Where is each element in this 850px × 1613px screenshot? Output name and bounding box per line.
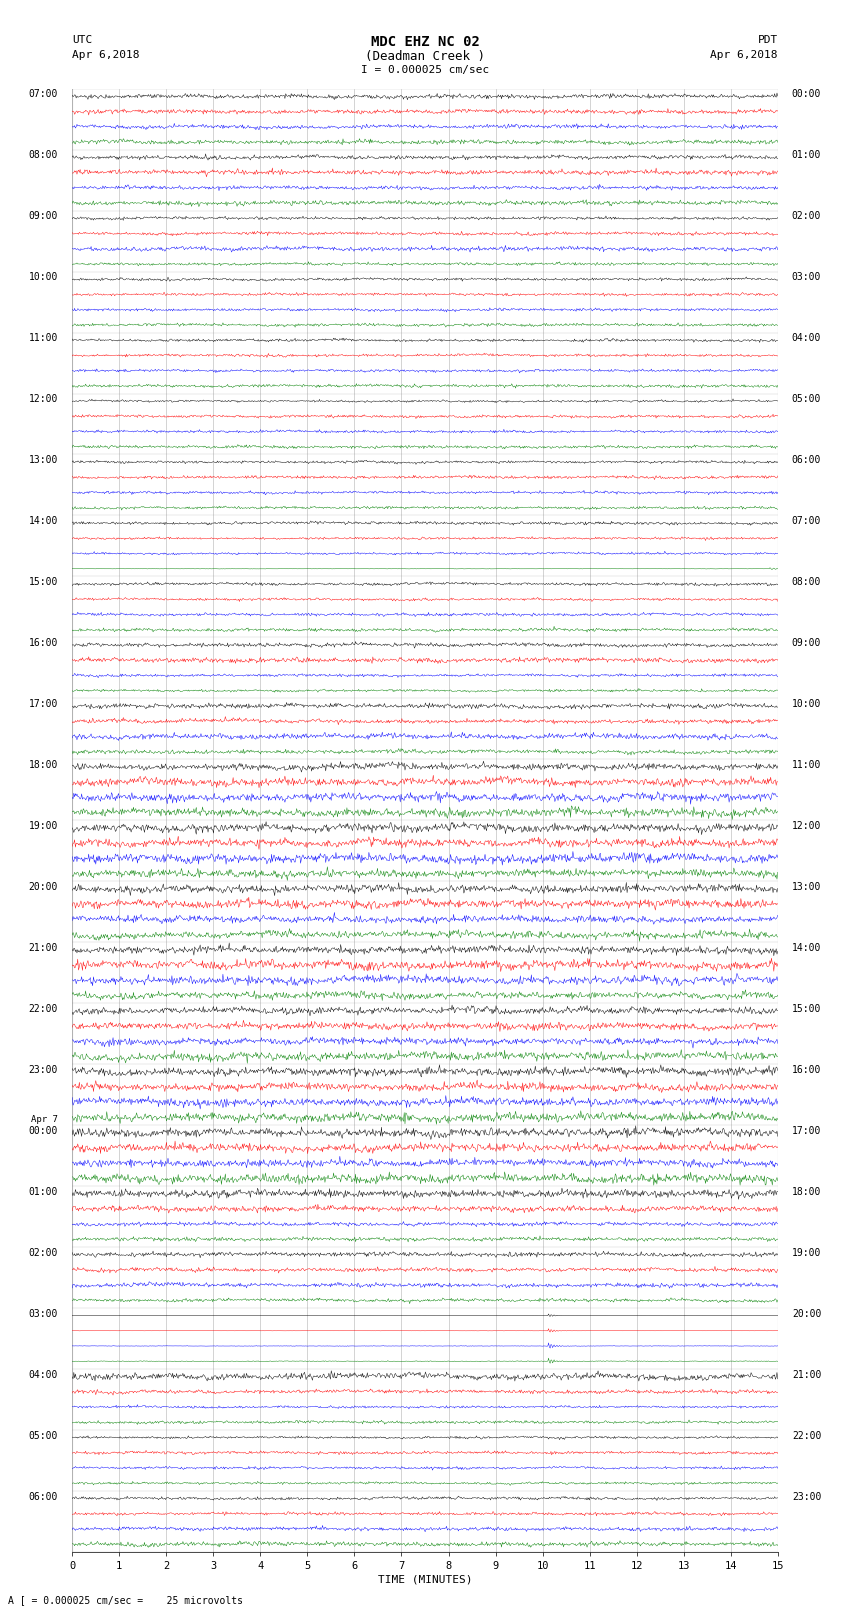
Text: (Deadman Creek ): (Deadman Creek ) [365,50,485,63]
Text: 18:00: 18:00 [29,760,58,769]
Text: 04:00: 04:00 [29,1369,58,1379]
Text: 10:00: 10:00 [29,273,58,282]
Text: 07:00: 07:00 [29,89,58,100]
Text: 19:00: 19:00 [29,821,58,831]
Text: 21:00: 21:00 [792,1369,821,1379]
Text: 23:00: 23:00 [29,1065,58,1074]
Text: Apr 7: Apr 7 [31,1115,58,1124]
Text: 08:00: 08:00 [29,150,58,160]
Text: PDT: PDT [757,35,778,45]
Text: 10:00: 10:00 [792,698,821,710]
Text: 20:00: 20:00 [792,1308,821,1319]
Text: 17:00: 17:00 [29,698,58,710]
Text: 22:00: 22:00 [29,1003,58,1015]
Text: 03:00: 03:00 [792,273,821,282]
Text: 12:00: 12:00 [29,394,58,405]
Text: 05:00: 05:00 [29,1431,58,1440]
Text: 06:00: 06:00 [29,1492,58,1502]
Text: MDC EHZ NC 02: MDC EHZ NC 02 [371,35,479,50]
Text: Apr 6,2018: Apr 6,2018 [72,50,139,60]
Text: UTC: UTC [72,35,93,45]
Text: 08:00: 08:00 [792,577,821,587]
Text: 15:00: 15:00 [792,1003,821,1015]
Text: Apr 6,2018: Apr 6,2018 [711,50,778,60]
Text: 22:00: 22:00 [792,1431,821,1440]
Text: 17:00: 17:00 [792,1126,821,1136]
Text: 02:00: 02:00 [792,211,821,221]
Text: 12:00: 12:00 [792,821,821,831]
Text: 09:00: 09:00 [792,639,821,648]
Text: 14:00: 14:00 [792,944,821,953]
Text: 01:00: 01:00 [29,1187,58,1197]
X-axis label: TIME (MINUTES): TIME (MINUTES) [377,1574,473,1586]
Text: 06:00: 06:00 [792,455,821,465]
Text: 18:00: 18:00 [792,1187,821,1197]
Text: 15:00: 15:00 [29,577,58,587]
Text: 13:00: 13:00 [792,882,821,892]
Text: 16:00: 16:00 [29,639,58,648]
Text: A [ = 0.000025 cm/sec =    25 microvolts: A [ = 0.000025 cm/sec = 25 microvolts [8,1595,243,1605]
Text: 19:00: 19:00 [792,1248,821,1258]
Text: 03:00: 03:00 [29,1308,58,1319]
Text: 02:00: 02:00 [29,1248,58,1258]
Text: 05:00: 05:00 [792,394,821,405]
Text: 01:00: 01:00 [792,150,821,160]
Text: 04:00: 04:00 [792,334,821,344]
Text: 14:00: 14:00 [29,516,58,526]
Text: 16:00: 16:00 [792,1065,821,1074]
Text: I = 0.000025 cm/sec: I = 0.000025 cm/sec [361,65,489,74]
Text: 11:00: 11:00 [792,760,821,769]
Text: 13:00: 13:00 [29,455,58,465]
Text: 20:00: 20:00 [29,882,58,892]
Text: 21:00: 21:00 [29,944,58,953]
Text: 23:00: 23:00 [792,1492,821,1502]
Text: 00:00: 00:00 [792,89,821,100]
Text: 09:00: 09:00 [29,211,58,221]
Text: 07:00: 07:00 [792,516,821,526]
Text: 11:00: 11:00 [29,334,58,344]
Text: 00:00: 00:00 [29,1126,58,1136]
